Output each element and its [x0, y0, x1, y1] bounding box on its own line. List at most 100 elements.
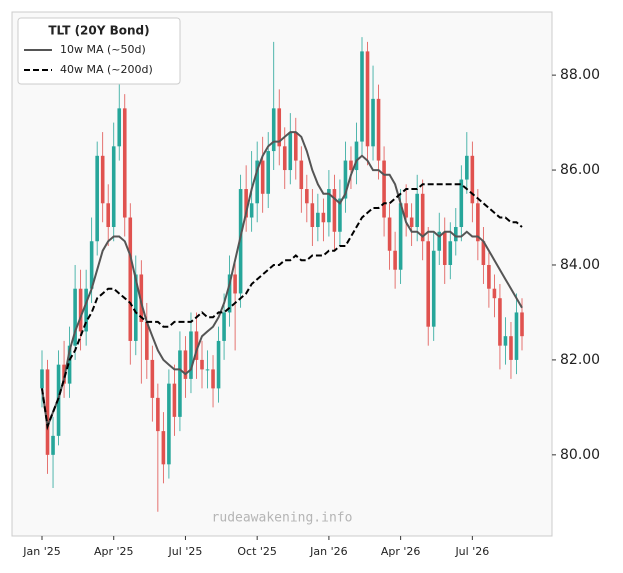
- candle-body: [271, 108, 276, 152]
- candle-body: [365, 51, 370, 147]
- candle-body: [78, 288, 83, 332]
- y-tick-label: 82.00: [560, 352, 600, 368]
- candle-body: [509, 336, 513, 360]
- candle-body: [178, 350, 182, 417]
- candle-body: [200, 359, 204, 370]
- candle-body: [299, 160, 304, 190]
- candle-body: [520, 312, 524, 337]
- candle-body: [106, 203, 111, 228]
- legend: TLT (20Y Bond) 10w MA (~50d) 40w MA (~200d…: [17, 17, 181, 85]
- candle-body: [448, 241, 453, 265]
- candle-body: [216, 340, 221, 389]
- candle-body: [420, 193, 425, 242]
- candle-body: [244, 189, 248, 218]
- legend-label: 40w MA (~200d): [60, 63, 153, 76]
- candle-body: [89, 241, 94, 289]
- candle-body: [371, 98, 375, 147]
- y-tick-label: 80.00: [560, 447, 600, 463]
- candle-body: [211, 369, 215, 389]
- legend-box: [17, 17, 181, 85]
- candle-body: [282, 146, 287, 171]
- candle-body: [498, 298, 502, 346]
- candle-body: [442, 231, 447, 265]
- candle-body: [387, 217, 392, 251]
- candle-body: [233, 274, 237, 294]
- candle-body: [95, 155, 99, 242]
- candle-body: [172, 383, 177, 417]
- x-tick-label: Oct '25: [237, 545, 277, 558]
- candle-body: [465, 155, 469, 180]
- candle-body: [222, 312, 226, 341]
- candle-body: [514, 312, 519, 360]
- candle-body: [426, 241, 431, 327]
- candle-body: [128, 217, 133, 341]
- candle-body: [310, 203, 315, 228]
- candle-body: [321, 212, 326, 223]
- candle-body: [194, 331, 199, 360]
- candle-body: [249, 203, 254, 218]
- legend-label: 10w MA (~50d): [60, 43, 146, 56]
- candle-body: [332, 189, 337, 232]
- candle-body: [161, 431, 166, 465]
- candle-body: [205, 369, 210, 371]
- candle-body: [437, 231, 442, 251]
- candle-body: [431, 250, 436, 327]
- candle-body: [343, 160, 348, 199]
- candle-body: [260, 160, 265, 194]
- candle-body: [139, 274, 144, 322]
- candle-body: [133, 274, 138, 341]
- x-tick-label: Apr '26: [381, 545, 421, 558]
- candle-body: [453, 227, 458, 242]
- candle-body: [183, 350, 188, 379]
- candle-body: [316, 212, 320, 228]
- candle-body: [167, 383, 171, 465]
- ma-line: [41, 183, 523, 431]
- candle-body: [145, 321, 149, 360]
- y-tick-label: 86.00: [560, 162, 600, 178]
- candle-body: [100, 155, 105, 204]
- candle-body: [255, 160, 259, 204]
- x-tick-label: Jul '25: [168, 545, 203, 558]
- candle-body: [189, 331, 193, 379]
- candle-body: [73, 288, 77, 346]
- x-tick-label: Jan '25: [22, 545, 60, 558]
- candle-body: [288, 132, 293, 171]
- candle-body: [150, 359, 155, 398]
- y-tick-label: 84.00: [560, 257, 600, 273]
- candle-body: [40, 369, 44, 389]
- candle-body: [156, 397, 160, 432]
- candle-body: [111, 146, 116, 228]
- candle-body: [382, 160, 386, 218]
- candle-body: [415, 193, 419, 228]
- x-tick-label: Jul '26: [454, 545, 489, 558]
- candle-body: [398, 203, 403, 270]
- candle-body: [67, 345, 72, 384]
- candle-body: [277, 108, 282, 147]
- candle-body: [84, 288, 88, 332]
- candle-body: [238, 189, 243, 294]
- x-tick-label: Jan '26: [309, 545, 347, 558]
- candle-body: [393, 250, 397, 270]
- candle-body: [305, 189, 309, 204]
- candle-body: [51, 435, 55, 455]
- candle-body: [481, 241, 486, 265]
- candle-body: [404, 203, 408, 218]
- candle-body: [360, 51, 364, 142]
- watermark: rudeawakening.info: [212, 511, 353, 526]
- candle-body: [376, 98, 381, 161]
- candle-body: [476, 203, 480, 242]
- ma-line: [41, 131, 523, 431]
- candle-body: [327, 189, 331, 223]
- candle-body: [503, 336, 508, 346]
- candle-body: [227, 274, 232, 313]
- candle-body: [117, 108, 122, 147]
- candle-body: [266, 151, 271, 194]
- candle-body: [470, 155, 475, 204]
- candle-body: [349, 160, 353, 171]
- x-tick-label: Apr '25: [94, 545, 134, 558]
- candle-body: [338, 198, 342, 232]
- candle-body: [492, 288, 497, 299]
- candle-body: [45, 369, 50, 455]
- candle-body: [487, 264, 491, 289]
